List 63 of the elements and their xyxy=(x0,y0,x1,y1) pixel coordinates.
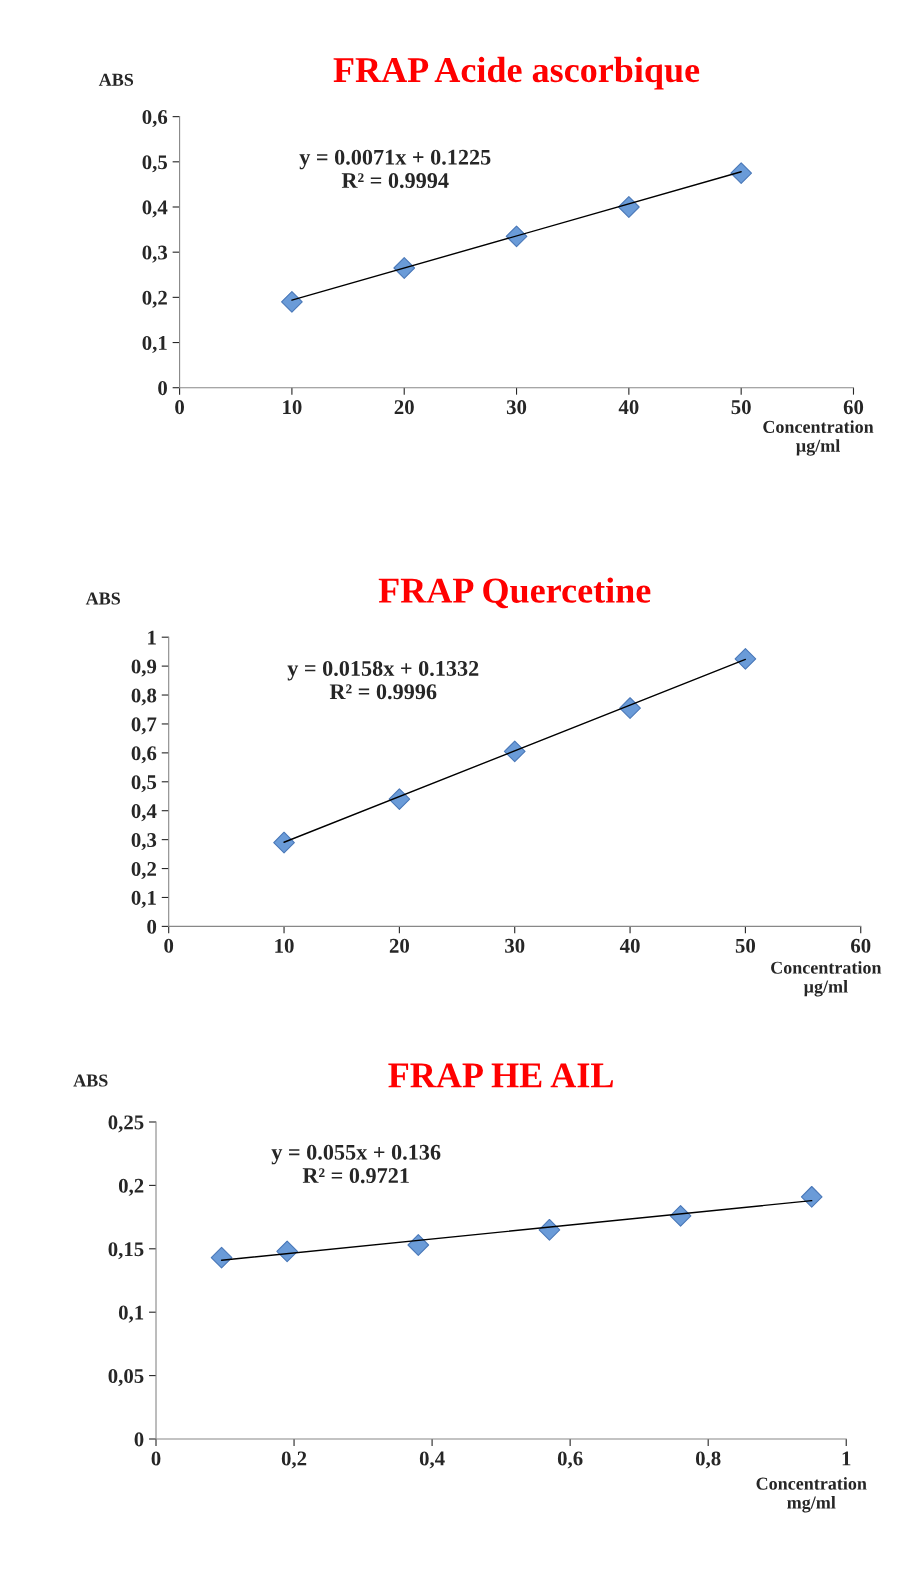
y-tick-label: 0,4 xyxy=(131,804,157,822)
x-tick-label: 0,6 xyxy=(557,1451,583,1469)
point xyxy=(273,831,295,854)
y-tick-label: 0 xyxy=(158,381,167,396)
y-tick-label: 0,2 xyxy=(131,861,156,879)
y-tick-label: 0,15 xyxy=(108,1242,144,1260)
y-tick-label: 0,2 xyxy=(118,1178,144,1196)
y-tick-label: 0,2 xyxy=(142,290,167,308)
chart-title: FRAP Quercetine xyxy=(378,577,651,609)
point xyxy=(730,162,753,184)
point xyxy=(800,1185,823,1208)
y-tick-label: 0,05 xyxy=(108,1368,144,1387)
chart-title: FRAP Acide ascorbique xyxy=(333,56,700,90)
x-tick-label: 10 xyxy=(275,938,294,953)
chart-title: FRAP HE AIL xyxy=(388,1063,613,1088)
y-tick-label: 0,3 xyxy=(131,833,157,851)
x-tick-label: 0 xyxy=(175,400,184,415)
x-tick-label: 30 xyxy=(506,400,527,415)
x-tick-label: 50 xyxy=(735,938,756,953)
x-tick-label: 20 xyxy=(389,938,409,953)
y-tick-label: 0,1 xyxy=(142,335,167,353)
y-tick-label: 0,6 xyxy=(131,746,157,764)
x-tick-label: 1 xyxy=(842,1451,851,1466)
annotation: y = 0.0158x + 0.1332 R² = 0.9996 xyxy=(287,660,479,700)
x-tick-label: 0,4 xyxy=(419,1451,445,1469)
x-tick-label: 0,8 xyxy=(695,1451,721,1469)
y-tick-label: 0,5 xyxy=(131,775,157,793)
y-tick-label: 0,6 xyxy=(142,110,168,128)
y-axis-title: ABS xyxy=(98,73,134,86)
x-tick-label: 60 xyxy=(851,938,871,953)
point xyxy=(281,291,303,313)
y-tick-label: 0 xyxy=(134,1432,144,1447)
x-tick-label: 40 xyxy=(618,400,639,415)
annotation: y = 0.055x + 0.136 R² = 0.9721 xyxy=(271,1144,441,1184)
x-tick-label: 0,2 xyxy=(281,1451,307,1469)
y-tick-label: 0,4 xyxy=(142,200,168,218)
x-axis-title: Concentration mg/ml xyxy=(756,1477,867,1513)
x-tick-label: 20 xyxy=(394,400,414,415)
y-axis-title: ABS xyxy=(85,592,121,605)
y-tick-label: 0,7 xyxy=(131,717,157,735)
point xyxy=(734,648,757,670)
x-tick-label: 60 xyxy=(843,400,864,415)
point xyxy=(388,788,411,810)
point xyxy=(407,1234,430,1256)
y-tick-label: 0,3 xyxy=(142,245,168,263)
point xyxy=(538,1218,561,1241)
x-axis-title: Concentration µg/ml xyxy=(771,961,882,997)
y-tick-label: 0,8 xyxy=(131,688,157,706)
y-tick-label: 0,1 xyxy=(131,890,156,908)
y-tick-label: 0,1 xyxy=(118,1305,144,1323)
x-axis-title: Concentration µg/ml xyxy=(763,420,874,456)
y-tick-label: 0,25 xyxy=(108,1115,144,1133)
x-tick-label: 10 xyxy=(283,400,302,415)
annotation: y = 0.0071x + 0.1225 R² = 0.9994 xyxy=(299,149,491,189)
y-tick-label: 1 xyxy=(148,630,156,645)
x-tick-label: 30 xyxy=(505,938,525,953)
x-tick-label: 40 xyxy=(619,938,640,953)
y-tick-label: 0 xyxy=(147,919,157,934)
y-tick-label: 0,5 xyxy=(142,155,168,173)
y-axis-title: ABS xyxy=(73,1074,108,1087)
x-tick-label: 50 xyxy=(731,400,751,415)
point xyxy=(210,1246,233,1269)
y-tick-label: 0,9 xyxy=(131,659,157,677)
